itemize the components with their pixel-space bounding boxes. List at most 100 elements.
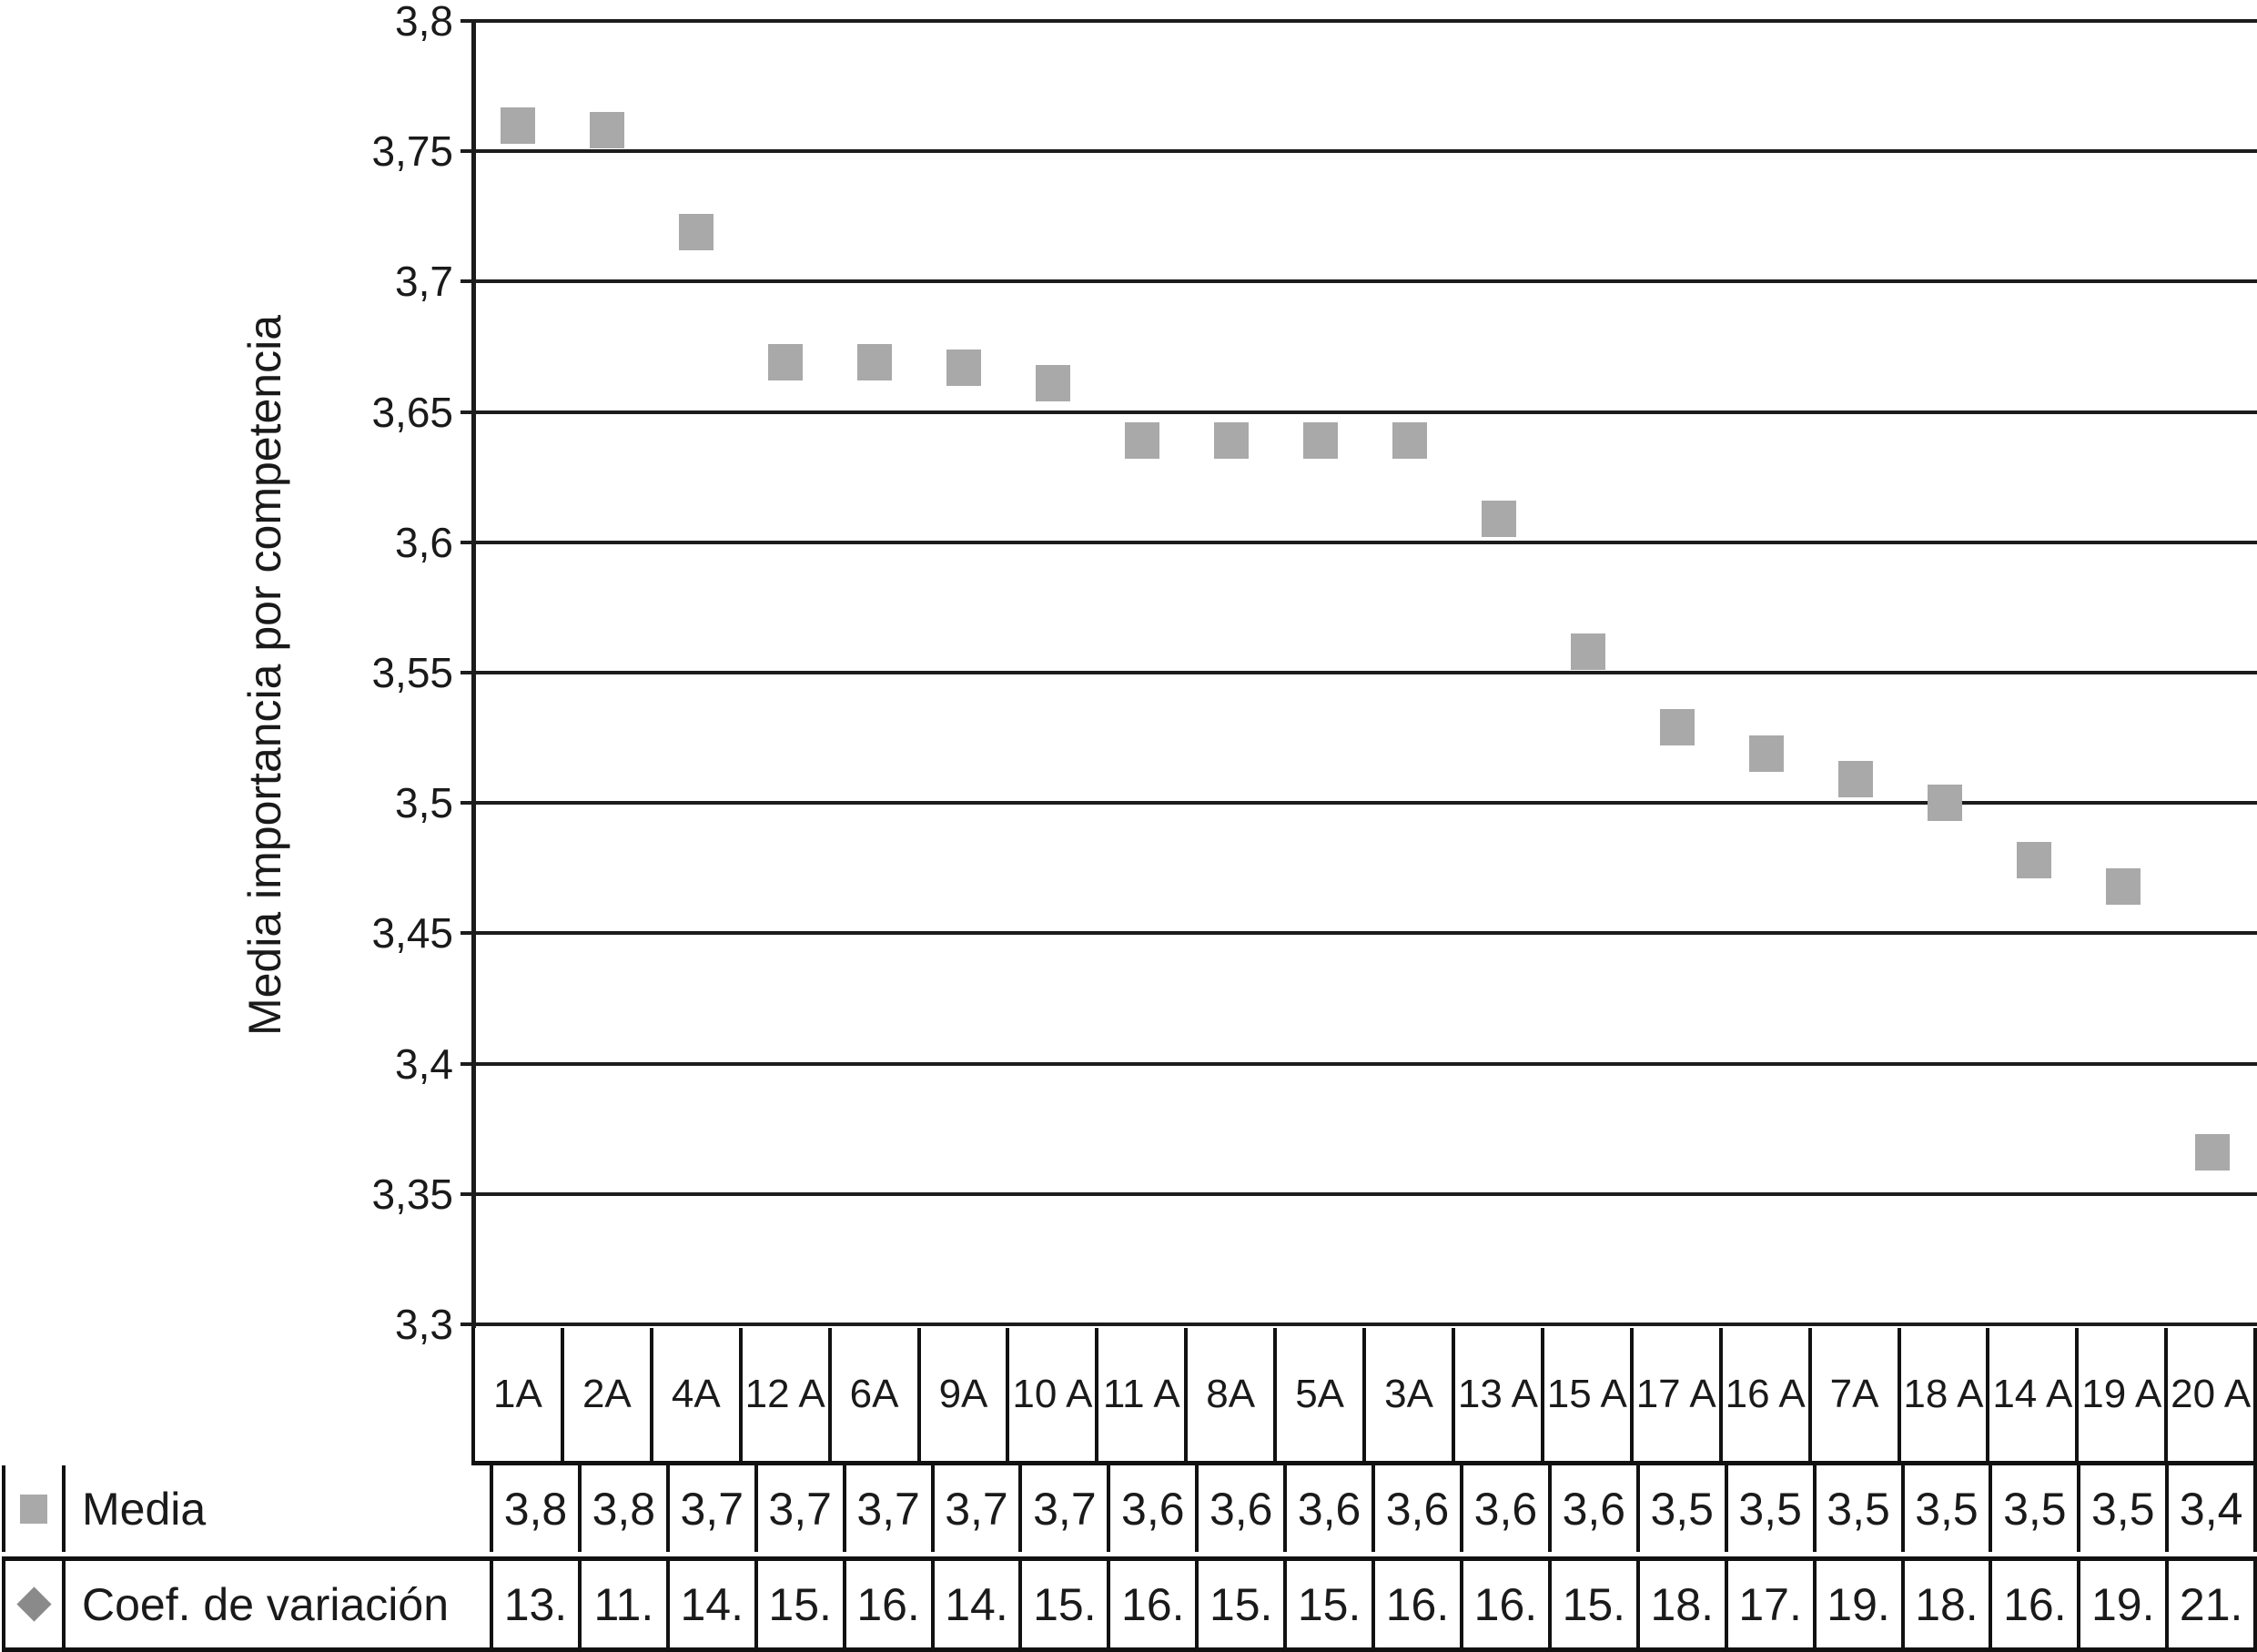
- x-axis-category-row: 1A 2A 4A 12 A 6A 9A 10 A 11 A 8A 5A 3A 13 A 15 A 17 A…: [471, 1328, 2257, 1465]
- table-value-cell: 16.: [1989, 1561, 2077, 1647]
- x-axis-category-label: 10 A: [1006, 1328, 1095, 1461]
- x-axis-category-label: 5A: [1273, 1328, 1362, 1461]
- gridline: [461, 19, 2257, 23]
- table-value-cell: 16.: [1107, 1561, 1195, 1647]
- gridline: [461, 931, 2257, 936]
- data-point-square-marker: [2106, 867, 2141, 905]
- x-axis-category-label: 9A: [916, 1328, 1007, 1461]
- table-value-cell: 3,8: [503, 1483, 568, 1535]
- table-value-cell: 3,6: [1547, 1465, 1636, 1552]
- table-value-cell: 3,5: [1724, 1465, 1813, 1552]
- table-value-cell: 21.: [2165, 1561, 2257, 1647]
- x-axis-category-label: 4A: [649, 1328, 739, 1461]
- x-axis-category-label: 16 A: [1718, 1328, 1808, 1461]
- gridline: [461, 540, 2257, 544]
- table-value-cell: 18.: [1635, 1561, 1725, 1647]
- gridline: [461, 279, 2257, 284]
- x-axis-category-label: 18 A: [1897, 1328, 1987, 1461]
- x-axis-category-label: 2A: [560, 1328, 650, 1461]
- x-axis-category-label: 11 A: [1095, 1328, 1184, 1461]
- y-tick-label: 3,3: [395, 1301, 453, 1348]
- table-value-cell: 3,6: [1371, 1465, 1460, 1552]
- table-value-cell: 14.: [665, 1561, 754, 1647]
- table-value-cell: 3,7: [754, 1465, 843, 1552]
- data-point-square-marker: [1392, 422, 1427, 460]
- gridline: [461, 149, 2257, 154]
- x-axis-category-label: 3A: [1362, 1328, 1452, 1461]
- table-value-cell: 15.: [1283, 1561, 1371, 1647]
- x-axis-category-label: 1A: [471, 1328, 561, 1461]
- y-tick-label: 3,6: [395, 518, 453, 566]
- table-value-cell: 15.: [1018, 1561, 1107, 1647]
- y-tick-label: 3,4: [395, 1039, 453, 1088]
- data-point-square-marker: [2017, 842, 2051, 879]
- data-point-square-marker: [1749, 735, 1784, 772]
- data-point-square-marker: [1571, 633, 1605, 671]
- table-value-cell: 15.: [754, 1561, 843, 1647]
- table-value-cell: 3,7: [665, 1465, 754, 1552]
- data-point-square-marker: [1928, 785, 1962, 822]
- table-value-cell: 3,4: [2165, 1465, 2257, 1552]
- data-point-square-marker: [1482, 501, 1516, 538]
- table-value-cell: 15.: [1195, 1561, 1283, 1647]
- table-value-cell: 3,5: [2077, 1465, 2165, 1552]
- y-tick-label: 3,35: [371, 1170, 453, 1218]
- data-point-square-marker: [946, 349, 981, 386]
- table-value-cell: 19.: [2077, 1561, 2165, 1647]
- table-value-cell: 19.: [1812, 1561, 1901, 1647]
- gridline: [461, 1323, 2257, 1326]
- table-value-cell: 3,6: [1195, 1465, 1283, 1552]
- x-axis-category-label: 19 A: [2075, 1328, 2164, 1461]
- table-value-cell: 3,7: [1018, 1465, 1107, 1552]
- table-value-cell: 16.: [842, 1561, 931, 1647]
- table-value-cell: 17.: [1724, 1561, 1813, 1647]
- x-axis-category-label: 8A: [1184, 1328, 1273, 1461]
- table-value-cell: 3,8: [577, 1465, 666, 1552]
- gridline: [461, 801, 2257, 806]
- x-axis-category-label: 14 A: [1986, 1328, 2075, 1461]
- legend-label-coef-de-variacion: Coef. de variación: [66, 1561, 493, 1647]
- y-tick-label: 3,8: [395, 0, 453, 45]
- y-tick-label: 3,5: [395, 779, 453, 827]
- y-axis-line: [471, 21, 476, 1328]
- table-value-cell: 3,5: [1635, 1465, 1725, 1552]
- y-tick-label: 3,45: [371, 909, 453, 958]
- data-point-square-marker: [2195, 1133, 2230, 1171]
- table-row-coef-de-variacion: Coef. de variación 13. 11. 14. 15. 16. 14. 15.…: [2, 1556, 2257, 1652]
- data-point-square-marker: [1036, 365, 1070, 402]
- gridline: [461, 1061, 2257, 1066]
- data-point-square-marker: [768, 344, 803, 381]
- table-row-media: Media 3,8 3,8 3,7 3,7 3,7 3,7 3,7 3,6 3,6 3,6 3,6 3…: [2, 1465, 2257, 1552]
- gridline: [461, 671, 2257, 674]
- y-tick-label: 3,55: [371, 649, 453, 696]
- data-point-square-marker: [679, 213, 714, 250]
- y-tick-label: 3,65: [371, 388, 453, 436]
- x-axis-category-label: 20 A: [2164, 1328, 2257, 1461]
- table-value-cell: 3,7: [842, 1465, 931, 1552]
- table-value-cell: 11.: [577, 1561, 666, 1647]
- table-value-cell: 3,6: [1107, 1465, 1195, 1552]
- data-point-square-marker: [1303, 422, 1338, 460]
- gridline: [461, 1191, 2257, 1196]
- y-tick-label: 3,7: [395, 258, 453, 306]
- table-value-cell: 3,5: [1989, 1465, 2077, 1552]
- data-point-square-marker: [501, 106, 535, 144]
- table-value-cell: 15.: [1547, 1561, 1636, 1647]
- table-value-cell: 3,6: [1283, 1465, 1371, 1552]
- gridline: [461, 410, 2257, 414]
- data-point-square-marker: [1125, 422, 1159, 460]
- data-point-square-marker: [1838, 761, 1873, 798]
- table-value-cell: 3,5: [1900, 1465, 1989, 1552]
- table-value-cell: 13.: [503, 1578, 568, 1630]
- legend-label-media: Media: [66, 1465, 493, 1552]
- table-value-cell: 3,7: [930, 1465, 1019, 1552]
- legend-icon-cell: [2, 1561, 66, 1647]
- table-value-cell: 18.: [1900, 1561, 1989, 1647]
- coef-values-row: 13. 11. 14. 15. 16. 14. 15. 16. 15. 15. 16. 16. 15. 1…: [493, 1561, 2257, 1647]
- diamond-marker-icon: [15, 1586, 52, 1622]
- data-point-square-marker: [1214, 422, 1249, 460]
- data-point-square-marker: [1660, 709, 1695, 746]
- x-axis-category-label: 7A: [1807, 1328, 1898, 1461]
- x-axis-category-label: 13 A: [1451, 1328, 1541, 1461]
